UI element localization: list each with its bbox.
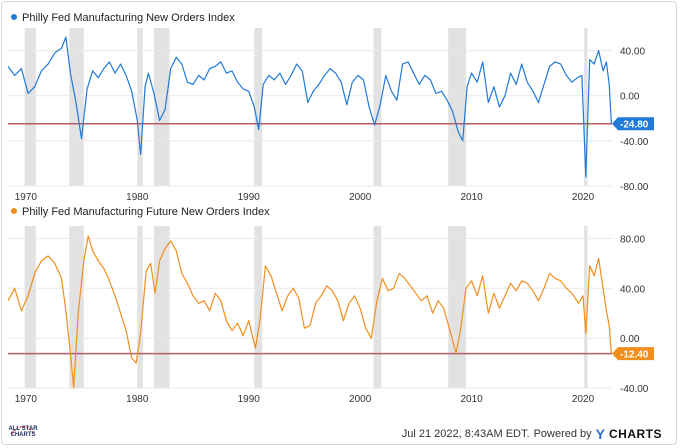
- chart-title: Philly Fed Manufacturing New Orders Inde…: [22, 12, 235, 24]
- logo-line-2: CHARTS: [10, 432, 36, 438]
- legend: Philly Fed Manufacturing New Orders Inde…: [11, 12, 235, 24]
- legend: Philly Fed Manufacturing Future New Orde…: [11, 206, 270, 218]
- chart-title: Philly Fed Manufacturing Future New Orde…: [22, 206, 270, 218]
- grid-lines: [8, 237, 612, 389]
- series-line: [7, 235, 612, 389]
- last-value-badge: [612, 117, 654, 131]
- last-value-tag: -12.40: [612, 347, 654, 361]
- timestamp: Jul 21 2022, 8:43AM EDT.: [401, 428, 530, 440]
- recession-band: [254, 28, 263, 186]
- future-new-orders-panel: 80.00 40.00 0.00 -40.00 1970 1980 1990 2000 201…: [7, 206, 654, 405]
- recession-band: [153, 28, 170, 186]
- ycharts-logo-mark: Y: [595, 426, 605, 442]
- y-tick-label: -40.00: [620, 137, 649, 148]
- y-tick-label: 0.00: [620, 92, 640, 103]
- y-tick-label: 80.00: [620, 234, 645, 245]
- y-tick-labels: 80.00 40.00 0.00 -40.00: [620, 234, 649, 395]
- last-value-badge: [612, 347, 654, 361]
- legend-dot: [11, 14, 17, 20]
- x-tick-label: 1990: [238, 394, 261, 405]
- last-value-label: -24.80: [620, 120, 649, 131]
- x-tick-label: 2020: [572, 192, 595, 203]
- y-tick-label: 40.00: [620, 47, 645, 58]
- x-tick-label: 2000: [349, 192, 372, 203]
- recession-band: [373, 226, 382, 388]
- x-tick-label: 1980: [126, 394, 149, 405]
- recession-band: [24, 28, 36, 186]
- last-value-label: -12.40: [620, 350, 649, 361]
- recession-band: [69, 226, 84, 388]
- logo-line-1: ALL STAR: [8, 426, 38, 432]
- x-tick-label: 1990: [238, 192, 261, 203]
- footer: Jul 21 2022, 8:43AM EDT. Powered by Y CHA…: [402, 426, 662, 442]
- new-orders-panel: 40.00 0.00 -40.00 -80.00 1970 1980 1990 2000 20…: [7, 12, 654, 203]
- x-tick-label: 2020: [572, 394, 595, 405]
- recession-band: [373, 28, 382, 186]
- recession-band: [448, 28, 467, 186]
- last-value-tag: -24.80: [612, 117, 654, 131]
- recession-shading: [24, 28, 588, 186]
- y-tick-label: -40.00: [620, 384, 649, 395]
- recession-band: [137, 226, 143, 388]
- y-tick-labels: 40.00 0.00 -40.00 -80.00: [620, 47, 649, 193]
- x-tick-label: 1970: [15, 192, 38, 203]
- x-tick-labels: 1970 1980 1990 2000 2010 2020: [15, 192, 595, 203]
- ycharts-logo-text: CHARTS: [609, 427, 662, 441]
- y-tick-label: 0.00: [620, 334, 640, 345]
- grid-lines: [8, 50, 612, 187]
- recession-band: [584, 226, 588, 388]
- x-tick-label: 1970: [15, 394, 38, 405]
- y-tick-label: 40.00: [620, 284, 645, 295]
- x-tick-label: 2010: [460, 394, 483, 405]
- logo-text: ALL STAR CHARTS: [6, 426, 40, 438]
- legend-dot: [11, 208, 17, 214]
- recession-band: [137, 28, 143, 186]
- x-tick-label: 2010: [460, 192, 483, 203]
- recession-band: [448, 226, 467, 388]
- all-star-charts-logo: [11, 426, 35, 435]
- recession-shading: [24, 226, 588, 388]
- x-tick-label: 1980: [126, 192, 149, 203]
- powered-by-text: Powered by: [533, 428, 592, 440]
- recession-band: [153, 226, 170, 388]
- x-tick-label: 2000: [349, 394, 372, 405]
- y-tick-label: -80.00: [620, 182, 649, 193]
- x-tick-labels: 1970 1980 1990 2000 2010 2020: [15, 394, 595, 405]
- recession-band: [254, 226, 263, 388]
- recession-band: [24, 226, 36, 388]
- series-line: [7, 36, 612, 178]
- recession-band: [584, 28, 588, 186]
